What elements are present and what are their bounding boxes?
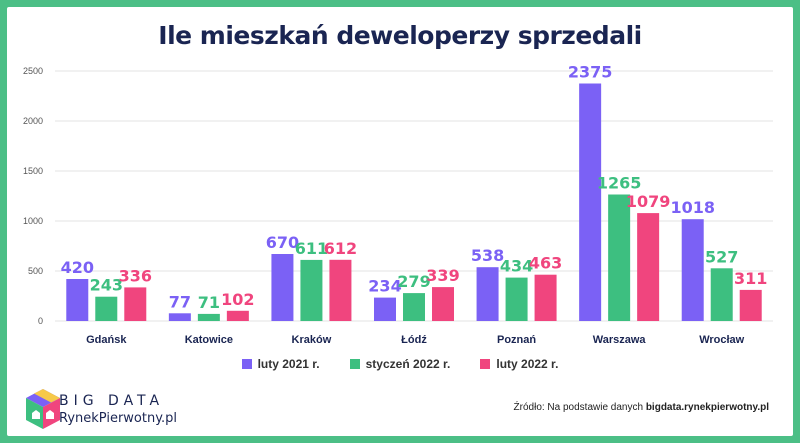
data-label: 670 [266, 233, 299, 252]
bar [95, 296, 118, 321]
bar [300, 259, 323, 321]
legend: luty 2021 r. styczeń 2022 r. luty 2022 r… [7, 357, 793, 371]
bar [710, 268, 733, 321]
data-label: 612 [324, 239, 357, 258]
bar [476, 267, 499, 321]
bigdata-logo-icon [26, 389, 60, 429]
logo-text-site: RynekPierwotny.pl [59, 411, 178, 426]
chart-frame: Ile mieszkań deweloperzy sprzedali 0 500 1… [7, 7, 793, 436]
data-label: 77 [169, 292, 191, 311]
legend-swatch-series-1 [241, 359, 252, 369]
data-label: 611 [295, 239, 328, 258]
y-tick-label: 0 [38, 316, 43, 326]
bar [637, 213, 660, 321]
chart-title: Ile mieszkań deweloperzy sprzedali [158, 21, 642, 50]
logo-text-bigdata: BIG DATA [59, 393, 165, 409]
bar [739, 289, 762, 321]
legend-label-series-2: styczeń 2022 r. [365, 357, 451, 371]
data-label: 234 [368, 277, 401, 296]
bar [168, 313, 191, 321]
legend-item-series-3: luty 2022 r. [480, 357, 558, 371]
data-label: 463 [529, 254, 562, 273]
legend-swatch-series-3 [480, 359, 491, 369]
legend-label-series-1: luty 2021 r. [257, 357, 320, 371]
bar [534, 274, 557, 321]
y-tick-label: 1000 [23, 216, 43, 226]
bar [681, 219, 704, 321]
x-tick-label: Poznań [497, 334, 536, 346]
bar [579, 83, 602, 321]
data-label: 71 [198, 293, 220, 312]
bar [608, 194, 631, 321]
x-tick-label: Wrocław [699, 334, 744, 346]
data-label: 2375 [568, 63, 613, 82]
bar [226, 310, 249, 321]
y-tick-label: 2500 [23, 66, 43, 76]
data-label: 311 [734, 269, 767, 288]
bar [403, 293, 425, 321]
data-label: 538 [471, 246, 504, 265]
bar [66, 279, 89, 321]
bar [197, 313, 220, 321]
y-tick-label: 500 [28, 266, 43, 276]
bar [271, 254, 294, 321]
x-tick-label: Łódź [401, 334, 427, 346]
data-label: 336 [119, 266, 152, 285]
data-label: 1018 [670, 198, 715, 217]
source-site: bigdata.rynekpierwotny.pl [645, 402, 769, 413]
data-label: 339 [426, 266, 459, 285]
bar [374, 297, 396, 321]
data-label: 243 [90, 276, 123, 295]
x-tick-label: Kraków [292, 334, 332, 346]
legend-swatch-series-2 [349, 359, 360, 369]
data-label: 420 [61, 258, 94, 277]
bar [124, 287, 147, 321]
bar [505, 277, 528, 321]
x-tick-label: Gdańsk [86, 334, 127, 346]
data-label: 102 [221, 290, 254, 309]
legend-item-series-1: luty 2021 r. [241, 357, 320, 371]
data-label: 434 [500, 257, 533, 276]
legend-label-series-3: luty 2022 r. [496, 357, 559, 371]
data-label: 1079 [626, 192, 671, 211]
y-tick-label: 2000 [23, 116, 43, 126]
source-note: Źródło: Na podstawie danych bigdata.ryne… [514, 402, 769, 413]
source-prefix: Źródło: Na podstawie danych [513, 402, 646, 413]
legend-item-series-2: styczeń 2022 r. [349, 357, 451, 371]
data-label: 1265 [597, 174, 642, 193]
bar [329, 259, 352, 321]
data-label: 279 [397, 272, 430, 291]
y-tick-label: 1500 [23, 166, 43, 176]
data-label: 527 [705, 247, 738, 266]
x-tick-label: Warszawa [593, 334, 647, 346]
bar [432, 287, 454, 321]
x-tick-label: Katowice [185, 334, 233, 346]
